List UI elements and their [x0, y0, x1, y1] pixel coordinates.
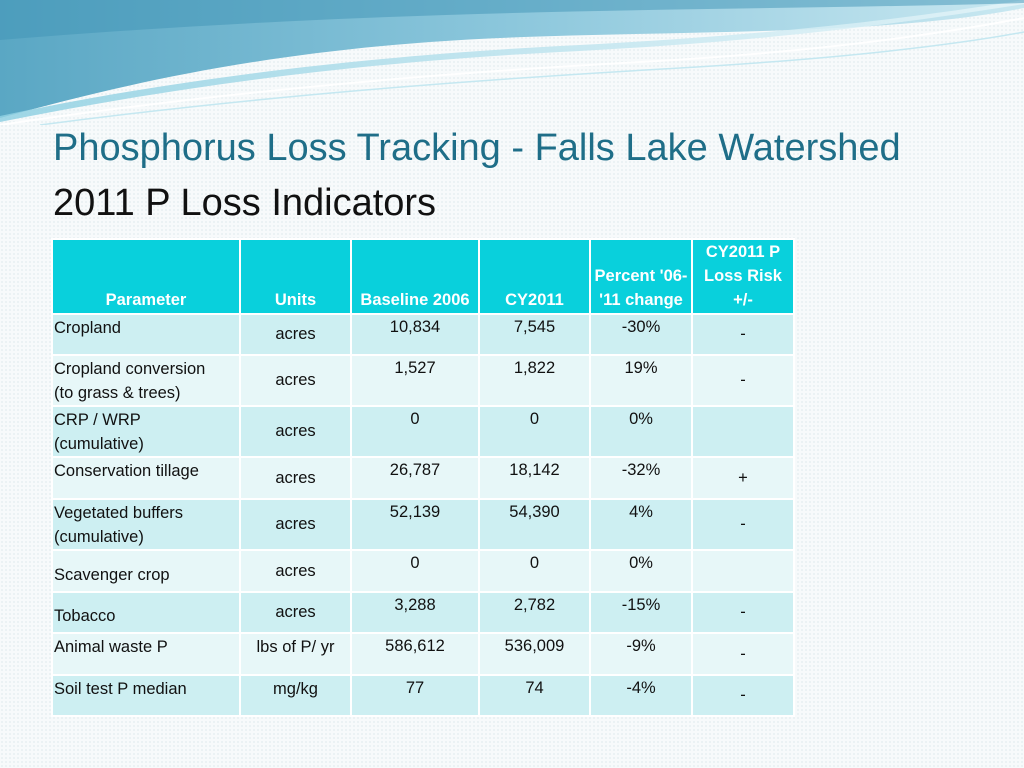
row-loss-risk: - [691, 591, 795, 634]
header-loss-risk: CY2011 P Loss Risk +/- [691, 238, 795, 315]
row-loss-risk: - [691, 313, 795, 356]
parameter-subtext: (cumulative) [54, 528, 144, 546]
row-loss-risk: - [691, 632, 795, 676]
header-baseline-2006: Baseline 2006 [350, 238, 480, 315]
parameter-text: Cropland [54, 319, 121, 337]
parameter-text: Animal waste P [54, 638, 168, 656]
table-row: CRP / WRP (cumulative) acres 0 0 0% [51, 405, 795, 458]
row-percent-change: -9% [589, 632, 693, 676]
parameter-text: Conservation tillage [54, 462, 199, 480]
row-parameter: Soil test P median [51, 674, 241, 717]
row-cy2011: 0 [478, 405, 591, 458]
row-loss-risk: - [691, 674, 795, 717]
table-row: Tobacco acres 3,288 2,782 -15% - [51, 591, 795, 634]
row-cy2011: 536,009 [478, 632, 591, 676]
row-cy2011: 54,390 [478, 498, 591, 551]
row-percent-change: -15% [589, 591, 693, 634]
row-percent-change: 0% [589, 405, 693, 458]
row-cy2011: 1,822 [478, 354, 591, 407]
row-baseline: 3,288 [350, 591, 480, 634]
row-baseline: 10,834 [350, 313, 480, 356]
header-percent-line1: Percent '06- [594, 267, 688, 285]
parameter-text: Tobacco [54, 607, 116, 625]
row-baseline: 77 [350, 674, 480, 717]
row-loss-risk [691, 405, 795, 458]
row-units: acres [239, 591, 352, 634]
row-units: acres [239, 456, 352, 500]
slide-title: Phosphorus Loss Tracking - Falls Lake Wa… [53, 127, 901, 169]
parameter-text: Soil test P median [54, 680, 187, 698]
row-parameter: Scavenger crop [51, 549, 241, 593]
parameter-subtext: (to grass & trees) [54, 384, 181, 402]
table-row: Cropland conversion (to grass & trees) a… [51, 354, 795, 407]
header-risk-line3: +/- [733, 291, 753, 309]
header-percent-line2: '11 change [599, 291, 683, 309]
header-row: Parameter Units Baseline 2006 CY2011 Per… [51, 238, 795, 315]
p-loss-indicators-table: Parameter Units Baseline 2006 CY2011 Per… [51, 238, 795, 717]
row-parameter: Tobacco [51, 591, 241, 634]
row-loss-risk: - [691, 498, 795, 551]
row-baseline: 52,139 [350, 498, 480, 551]
row-cy2011: 0 [478, 549, 591, 593]
row-units: mg/kg [239, 674, 352, 717]
row-loss-risk: - [691, 354, 795, 407]
table-row: Cropland acres 10,834 7,545 -30% - [51, 313, 795, 356]
row-cy2011: 2,782 [478, 591, 591, 634]
row-cy2011: 7,545 [478, 313, 591, 356]
row-units: acres [239, 498, 352, 551]
row-loss-risk: + [691, 456, 795, 500]
row-percent-change: 4% [589, 498, 693, 551]
row-parameter: Cropland conversion (to grass & trees) [51, 354, 241, 407]
row-cy2011: 74 [478, 674, 591, 717]
header-risk-line1: CY2011 P [705, 243, 781, 261]
row-percent-change: 19% [589, 354, 693, 407]
row-units: acres [239, 405, 352, 458]
row-units: acres [239, 549, 352, 593]
parameter-text: Cropland conversion [54, 360, 206, 378]
header-parameter: Parameter [51, 238, 241, 315]
table-row: Animal waste P lbs of P/ yr 586,612 536,… [51, 632, 795, 676]
row-units: lbs of P/ yr [239, 632, 352, 676]
row-percent-change: -30% [589, 313, 693, 356]
row-baseline: 0 [350, 549, 480, 593]
row-parameter: Animal waste P [51, 632, 241, 676]
row-parameter: Conservation tillage [51, 456, 241, 500]
table-row: Soil test P median mg/kg 77 74 -4% - [51, 674, 795, 717]
parameter-subtext: (cumulative) [54, 435, 144, 453]
table-row: Conservation tillage acres 26,787 18,142… [51, 456, 795, 500]
row-baseline: 586,612 [350, 632, 480, 676]
row-percent-change: -32% [589, 456, 693, 500]
row-units: acres [239, 354, 352, 407]
header-units: Units [239, 238, 352, 315]
row-parameter: Vegetated buffers (cumulative) [51, 498, 241, 551]
table-row: Scavenger crop acres 0 0 0% [51, 549, 795, 593]
row-cy2011: 18,142 [478, 456, 591, 500]
header-percent-change: Percent '06- '11 change [589, 238, 693, 315]
row-baseline: 0 [350, 405, 480, 458]
row-units: acres [239, 313, 352, 356]
slide-subtitle: 2011 P Loss Indicators [53, 182, 437, 224]
row-parameter: Cropland [51, 313, 241, 356]
parameter-text: Vegetated buffers [54, 504, 184, 522]
row-loss-risk [691, 549, 795, 593]
row-percent-change: -4% [589, 674, 693, 717]
row-percent-change: 0% [589, 549, 693, 593]
table-row: Vegetated buffers (cumulative) acres 52,… [51, 498, 795, 551]
row-baseline: 26,787 [350, 456, 480, 500]
header-risk-line2: Loss Risk [704, 267, 782, 285]
header-cy2011: CY2011 [478, 238, 591, 315]
row-parameter: CRP / WRP (cumulative) [51, 405, 241, 458]
parameter-text: Scavenger crop [54, 566, 170, 584]
row-baseline: 1,527 [350, 354, 480, 407]
wave-banner-decoration [0, 0, 1024, 125]
parameter-text: CRP / WRP [54, 411, 141, 429]
